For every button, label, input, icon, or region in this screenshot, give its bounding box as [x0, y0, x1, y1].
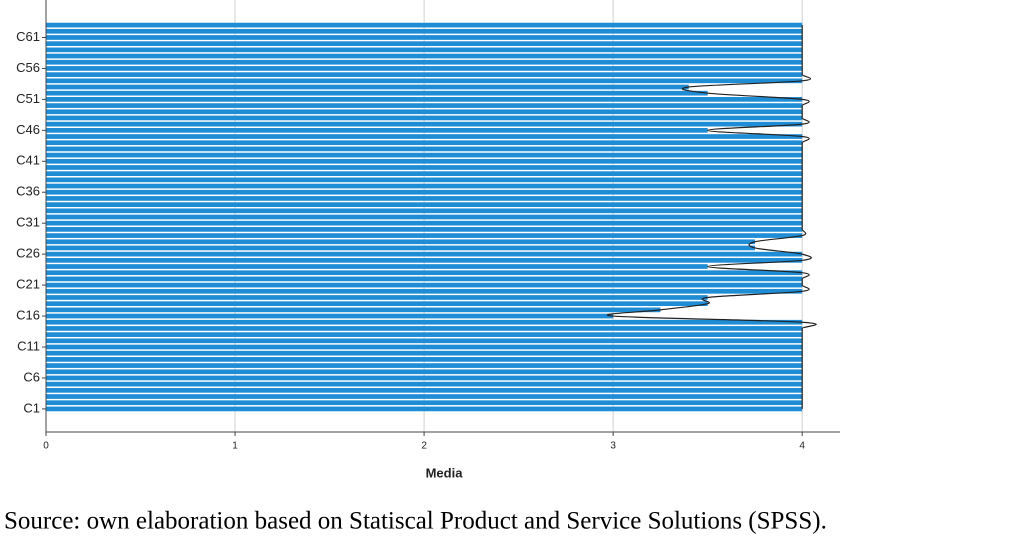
y-tick-label: C26: [16, 246, 40, 261]
bar: [46, 357, 803, 362]
bar: [46, 332, 803, 337]
x-tick-label: 1: [232, 441, 238, 452]
bar: [46, 233, 803, 238]
bar: [46, 165, 803, 170]
bar: [46, 66, 803, 71]
bar: [46, 406, 803, 412]
y-tick-label: C1: [23, 400, 40, 415]
bar: [46, 134, 803, 139]
bar: [46, 264, 708, 269]
bar: [46, 115, 803, 121]
caption: Source: own elaboration based on Statisc…: [4, 508, 827, 535]
bar: [46, 257, 803, 263]
y-tick-label: C6: [23, 369, 40, 384]
bar: [46, 245, 755, 251]
bar: [46, 400, 803, 406]
bar: [46, 363, 803, 368]
bar: [46, 127, 708, 133]
bar: [46, 344, 803, 350]
bar: [46, 59, 803, 65]
bar: [46, 270, 803, 276]
bar: [46, 319, 803, 325]
bar: [46, 307, 661, 313]
bar: [46, 35, 803, 40]
bar: [46, 53, 803, 59]
outline-curve: [606, 25, 817, 409]
bar: [46, 121, 803, 127]
bar: [46, 152, 803, 158]
y-tick-label: C21: [16, 277, 40, 292]
bar: [46, 220, 803, 226]
y-tick-label: C41: [16, 153, 40, 168]
y-tick-label: C46: [16, 122, 40, 137]
bar: [46, 140, 803, 146]
bar: [46, 282, 803, 288]
bar: [46, 97, 803, 102]
bar: [46, 41, 803, 47]
y-tick-label: C36: [16, 184, 40, 199]
bar: [46, 171, 803, 177]
bar: [46, 369, 803, 375]
bar: [46, 338, 803, 344]
y-tick-label: C56: [16, 60, 40, 75]
y-tick-label: C31: [16, 215, 40, 230]
bar: [46, 189, 803, 195]
bar: [46, 394, 803, 399]
bar: [46, 326, 803, 331]
bar: [46, 202, 803, 207]
bar: [46, 72, 803, 77]
bar: [46, 158, 803, 164]
bar: [46, 381, 803, 387]
bar: [46, 146, 803, 152]
x-axis-label: Media: [426, 465, 464, 480]
bar: [46, 375, 803, 381]
bar: [46, 208, 803, 214]
bar: [46, 288, 803, 294]
bar: [46, 109, 803, 115]
y-tick-label: C11: [17, 338, 40, 353]
bar: [46, 301, 708, 307]
bar: [46, 78, 803, 84]
bar: [46, 28, 803, 34]
bar: [46, 214, 803, 220]
y-tick-label: C51: [16, 91, 40, 106]
bar: [46, 313, 614, 319]
bar: [46, 251, 803, 257]
bar: [46, 227, 803, 232]
x-tick-label: 0: [43, 441, 49, 452]
y-tick-label: C16: [16, 307, 40, 322]
y-tick-label: C61: [16, 29, 40, 44]
bar: [46, 196, 803, 201]
bar: [46, 295, 708, 300]
x-tick-label: 4: [799, 441, 805, 452]
bar: [46, 239, 755, 245]
bar: [46, 84, 689, 90]
bar: [46, 22, 803, 28]
bar: [46, 177, 803, 183]
bar: [46, 103, 803, 108]
bar: [46, 387, 803, 393]
bar: [46, 276, 803, 282]
bar: [46, 90, 708, 96]
bar: [46, 47, 803, 53]
bar: [46, 350, 803, 356]
x-tick-label: 2: [421, 441, 427, 452]
x-tick-label: 3: [610, 441, 616, 452]
bar: [46, 183, 803, 189]
